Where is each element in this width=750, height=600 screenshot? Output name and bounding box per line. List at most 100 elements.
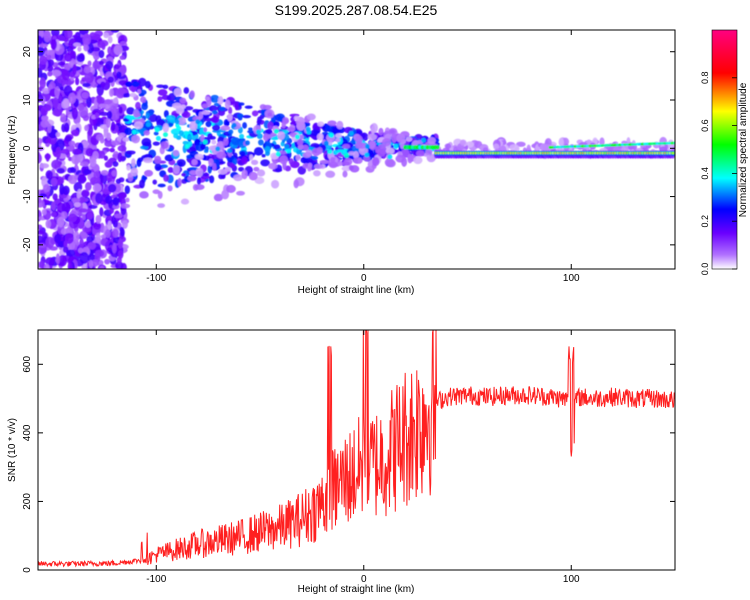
- heatmap-cell: [105, 116, 111, 129]
- heatmap-cell: [124, 185, 131, 195]
- heatmap-cell: [296, 149, 302, 155]
- heatmap-cell: [75, 36, 83, 43]
- heatmap-cell: [111, 140, 121, 146]
- heatmap-cell: [118, 106, 123, 114]
- heatmap-cell: [84, 182, 92, 191]
- heatmap-cell: [204, 146, 210, 151]
- heatmap-cell: [38, 110, 42, 118]
- heatmap-cell: [93, 221, 102, 230]
- heatmap-cell: [123, 92, 131, 98]
- colorbar: 0.0 0.2 0.4 0.6 0.8 Normalized spectral ampl…: [700, 29, 749, 275]
- heatmap-cell: [335, 133, 343, 139]
- heatmap-cell: [219, 160, 226, 165]
- heatmap-cell: [83, 44, 89, 52]
- heatmap-cell: [88, 204, 98, 209]
- heatmap-cell: [45, 170, 53, 180]
- heatmap-y-tick-label: 10: [22, 94, 33, 106]
- heatmap-cell: [117, 145, 127, 152]
- snr-x-tick-label: -100: [146, 574, 166, 585]
- heatmap-cell: [231, 122, 237, 128]
- snr-y-ticks: 0 200 400 600: [22, 356, 675, 573]
- heatmap-cell: [125, 197, 130, 203]
- heatmap-cell: [39, 163, 50, 169]
- colorbar-tick-label: 0.4: [700, 167, 710, 180]
- heatmap-cell: [41, 114, 49, 122]
- heatmap-cell: [421, 137, 427, 143]
- heatmap-cell: [117, 152, 123, 163]
- heatmap-cell: [131, 158, 136, 168]
- heatmap-cell: [211, 110, 218, 115]
- heatmap-cell: [278, 150, 287, 155]
- heatmap-cell: [119, 55, 125, 61]
- heatmap-cell: [126, 107, 135, 115]
- heatmap-x-tick-label: 100: [563, 273, 580, 284]
- heatmap-cell: [99, 207, 104, 217]
- heatmap-cell: [68, 213, 78, 223]
- heatmap-cell: [101, 42, 106, 51]
- heatmap-cell: [103, 32, 110, 39]
- heatmap-cell: [137, 89, 142, 94]
- heatmap-cell: [317, 121, 325, 127]
- heatmap-cell: [209, 175, 215, 184]
- snr-y-tick-label: 200: [22, 493, 33, 510]
- heatmap-cell: [72, 231, 80, 243]
- heatmap-cell: [163, 174, 170, 182]
- heatmap-cell: [79, 251, 90, 264]
- heatmap-cell: [103, 155, 109, 161]
- heatmap-cell: [608, 146, 614, 152]
- heatmap-y-ticks: -20 -10 0 10 20: [22, 46, 675, 252]
- heatmap-cell: [183, 87, 190, 94]
- heatmap-cell: [38, 94, 44, 103]
- heatmap-cell: [64, 64, 71, 71]
- heatmap-cell: [211, 139, 217, 145]
- heatmap-cell: [176, 159, 186, 167]
- heatmap-cell: [141, 137, 152, 147]
- heatmap-cell: [261, 153, 266, 158]
- heatmap-cell: [88, 259, 94, 269]
- heatmap-cell: [99, 111, 109, 117]
- heatmap-cell: [415, 150, 425, 157]
- heatmap-cell: [104, 140, 113, 148]
- heatmap-cell: [220, 125, 231, 131]
- heatmap-cell: [336, 120, 344, 130]
- heatmap-cell: [342, 143, 351, 149]
- colorbar-ticks: 0.0 0.2 0.4 0.6 0.8: [700, 72, 737, 275]
- heatmap-cell: [57, 61, 66, 66]
- heatmap-cell: [154, 155, 162, 164]
- heatmap-cell: [460, 140, 466, 146]
- heatmap-cell: [257, 116, 262, 125]
- heatmap-cell: [200, 143, 206, 150]
- heatmap-cell: [109, 88, 114, 97]
- heatmap-cell: [249, 154, 254, 161]
- heatmap-cell: [92, 60, 100, 70]
- heatmap-cell: [109, 147, 115, 153]
- heatmap-cell: [110, 121, 116, 132]
- heatmap-cell: [141, 102, 148, 111]
- heatmap-x-axis-label: Height of straight line (km): [298, 285, 415, 296]
- heatmap-cell: [401, 157, 408, 167]
- heatmap-cell: [114, 261, 124, 269]
- heatmap-cell: [140, 96, 147, 103]
- heatmap-cell: [152, 189, 161, 195]
- heatmap-cell: [273, 128, 279, 134]
- heatmap-cell: [265, 150, 271, 156]
- heatmap-cell: [381, 138, 392, 147]
- heatmap-cell: [187, 175, 197, 182]
- heatmap-cell: [187, 134, 193, 140]
- heatmap-cell: [77, 247, 84, 254]
- heatmap-cell: [173, 133, 179, 139]
- heatmap-cell: [89, 157, 97, 167]
- heatmap-cell: [242, 122, 247, 129]
- heatmap-cell: [43, 263, 50, 269]
- heatmap-cell: [135, 101, 141, 110]
- heatmap-cell: [182, 140, 189, 145]
- heatmap-cell: [107, 76, 114, 83]
- heatmap-cell: [64, 135, 73, 142]
- heatmap-cell: [273, 121, 280, 127]
- heatmap-cell: [125, 81, 133, 88]
- heatmap-cell: [396, 133, 406, 144]
- heatmap-cell: [178, 130, 184, 137]
- heatmap-cell: [162, 123, 169, 133]
- heatmap-cell: [234, 101, 239, 111]
- heatmap-cell: [95, 232, 101, 243]
